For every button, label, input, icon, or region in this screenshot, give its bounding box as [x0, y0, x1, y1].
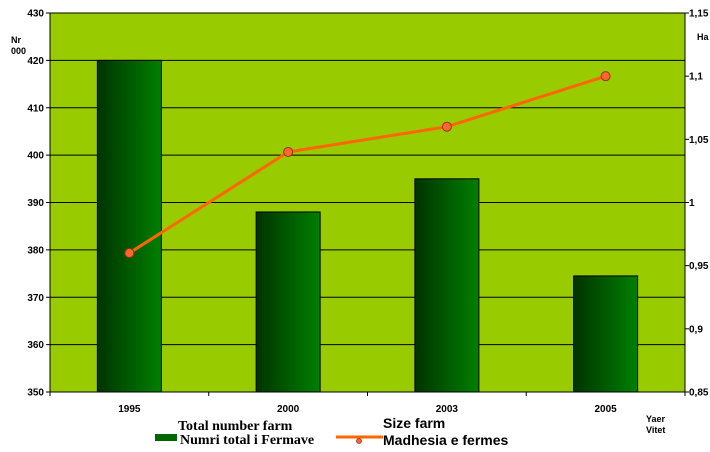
left-tick-label: 360: [27, 340, 44, 351]
legend-bar-swatch: [155, 434, 177, 441]
legend-line-title: Size farm: [383, 415, 445, 431]
left-axis-title-line1: Nr: [11, 35, 21, 45]
size-point-2005: [600, 71, 611, 82]
x-tick-label: 1995: [118, 404, 141, 415]
bar-2005: [573, 275, 639, 393]
size-line-layer: [124, 71, 611, 259]
right-tick-label: 0,85: [689, 388, 709, 399]
x-axis-title-line1: Yaer: [646, 414, 666, 424]
left-tick-label: 350: [27, 388, 44, 399]
legend-bar-title: Total number farm: [178, 419, 293, 434]
left-tick-label: 420: [27, 56, 44, 67]
bar-1995: [96, 59, 162, 393]
legend-line-marker: [356, 438, 362, 444]
left-tick-label: 390: [27, 198, 44, 209]
right-tick-label: 1,15: [689, 9, 709, 20]
right-tick-label: 0,95: [689, 261, 709, 272]
size-point-1995: [124, 248, 135, 259]
left-tick-label: 380: [27, 245, 44, 256]
left-tick-label: 410: [27, 103, 44, 114]
legend: Total number farm Numri total i Fermave …: [155, 415, 508, 448]
right-axis-title: Ha: [697, 32, 709, 42]
left-tick-label: 430: [27, 9, 44, 20]
left-axis-title-line2: 000: [11, 46, 26, 56]
bar-2003: [414, 178, 480, 393]
size-point-2000: [283, 146, 294, 157]
x-tick-label: 2003: [436, 404, 459, 415]
x-tick-label: 2005: [595, 404, 618, 415]
x-tick-label: 2000: [277, 404, 300, 415]
x-axis-title-line2: Vitet: [646, 425, 665, 435]
bar-2000: [255, 211, 321, 393]
left-tick-label: 400: [27, 151, 44, 162]
size-line: [128, 74, 607, 255]
right-tick-label: 1,05: [689, 135, 709, 146]
size-point-2003: [441, 121, 452, 132]
bars: [96, 59, 639, 393]
legend-line-label: Madhesia e fermes: [383, 432, 508, 448]
left-tick-label: 370: [27, 293, 44, 304]
legend-bar-label: Numri total i Fermave: [180, 433, 314, 448]
right-tick-label: 1,1: [689, 72, 703, 83]
right-tick-label: 0,9: [689, 324, 703, 335]
right-tick-label: 1: [689, 198, 695, 209]
axes: 350 360 370 380 390 400 410 420 430 0,85 0,9 0,95 1 1…: [27, 9, 709, 416]
